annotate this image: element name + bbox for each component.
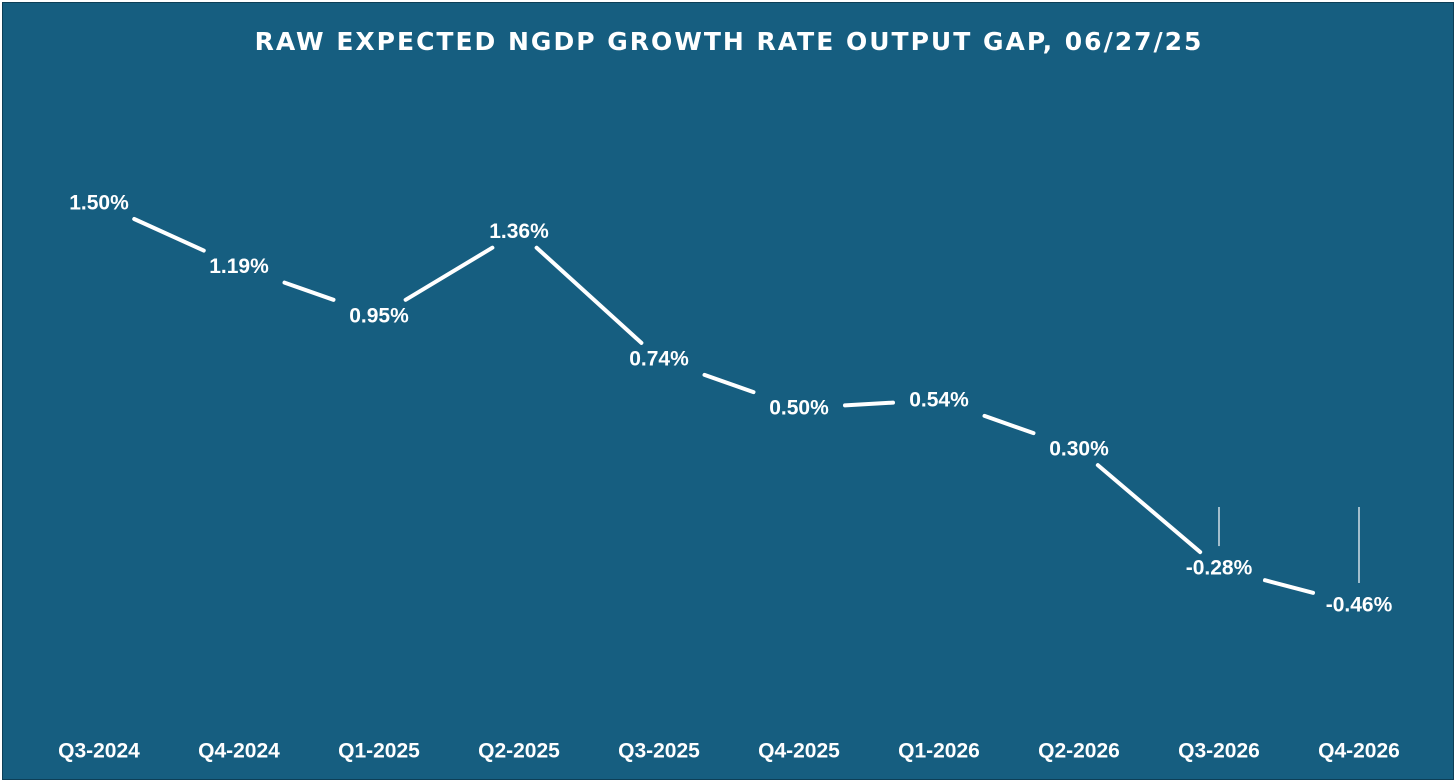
x-tick-label: Q3-2025 (618, 740, 700, 763)
data-label: 0.30% (1049, 438, 1109, 461)
data-label: 0.74% (629, 347, 689, 370)
x-tick-label: Q4-2025 (758, 740, 840, 763)
series-segment (534, 245, 644, 345)
data-label: -0.28% (1186, 557, 1253, 580)
x-tick-label: Q3-2026 (1178, 740, 1260, 763)
series-segment (282, 280, 336, 302)
chart-title: RAW EXPECTED NGDP GROWTH RATE OUTPUT GAP… (254, 27, 1204, 56)
line-chart: 1.50% 1.19% 0.95% 1.36% 0.74% 0.50% 0.54% 0.30%… (58, 192, 1400, 763)
x-tick-label: Q2-2025 (478, 740, 560, 763)
series-segment (403, 245, 495, 302)
series-segment (843, 400, 895, 408)
series-segment (702, 372, 756, 395)
x-tick-label: Q4-2024 (198, 740, 280, 763)
x-tick-label: Q1-2025 (338, 740, 420, 763)
data-label: 0.95% (349, 304, 409, 327)
x-tick-label: Q4-2026 (1318, 740, 1400, 763)
x-tick-label: Q3-2024 (58, 740, 140, 763)
series-segment (1263, 578, 1315, 595)
data-label: 1.50% (69, 192, 129, 215)
data-label: 0.54% (909, 388, 969, 411)
series-segment (982, 413, 1036, 436)
series-segment (1095, 463, 1203, 555)
data-label: -0.46% (1326, 594, 1393, 617)
data-label: 0.50% (769, 397, 829, 420)
data-label: 1.19% (209, 255, 269, 278)
data-label: 1.36% (489, 220, 549, 243)
series-segment (132, 217, 206, 253)
x-tick-label: Q2-2026 (1038, 740, 1120, 763)
x-tick-label: Q1-2026 (898, 740, 980, 763)
